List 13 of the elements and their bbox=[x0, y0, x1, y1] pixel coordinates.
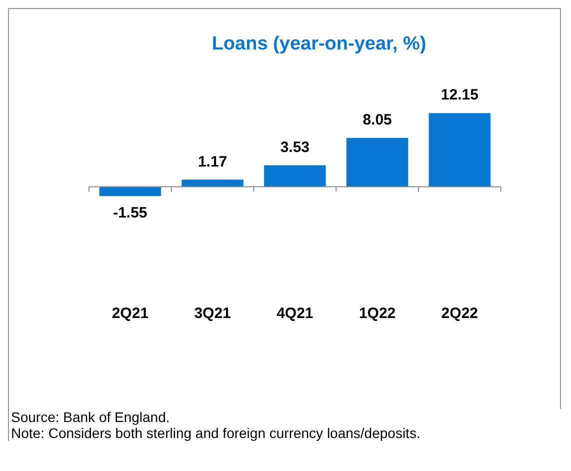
chart-title: Loans (year-on-year, %) bbox=[212, 34, 426, 55]
x-tick-label: 4Q21 bbox=[276, 305, 314, 322]
data-label: 12.15 bbox=[440, 86, 478, 104]
data-label: -1.55 bbox=[113, 204, 148, 222]
text: Note: Considers both sterling and foreign currency loans/deposits. bbox=[11, 425, 422, 441]
x-tick-label: 1Q22 bbox=[358, 305, 396, 322]
x-tick-label: 2Q21 bbox=[112, 305, 149, 322]
x-tick-label: 2Q22 bbox=[441, 305, 478, 322]
data-label: 8.05 bbox=[362, 112, 392, 129]
source-note: Source: Bank of England. bbox=[11, 409, 171, 425]
data-label: 1.17 bbox=[198, 153, 228, 170]
x-tick-label: 3Q21 bbox=[194, 305, 231, 322]
data-label: 3.53 bbox=[280, 138, 310, 156]
